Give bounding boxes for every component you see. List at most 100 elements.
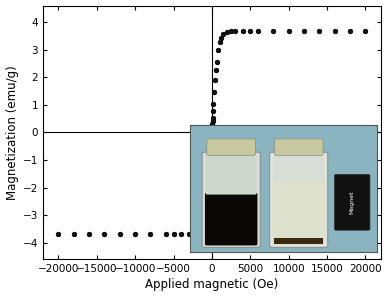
Point	[193, 231, 200, 236]
Point	[163, 231, 169, 236]
Point	[197, 229, 203, 233]
Point	[101, 231, 107, 236]
Point	[204, 200, 210, 205]
Point	[212, 78, 218, 83]
Point	[86, 231, 92, 236]
Point	[316, 29, 322, 34]
Point	[186, 231, 192, 236]
Point	[347, 29, 353, 34]
Point	[209, 130, 215, 135]
Point	[117, 231, 123, 236]
Point	[132, 231, 138, 236]
Point	[214, 60, 220, 64]
Point	[270, 29, 277, 34]
Point	[255, 29, 261, 34]
Point	[228, 29, 234, 34]
Point	[215, 48, 221, 52]
Point	[363, 29, 369, 34]
Point	[240, 29, 246, 34]
Point	[101, 231, 107, 236]
Point	[147, 231, 154, 236]
Point	[207, 171, 213, 176]
Point	[205, 192, 211, 197]
Y-axis label: Magnetization (emu/g): Magnetization (emu/g)	[5, 65, 19, 200]
Point	[178, 231, 184, 236]
Point	[205, 192, 211, 197]
Point	[215, 48, 221, 52]
Point	[210, 109, 216, 113]
Point	[209, 121, 216, 126]
Point	[170, 231, 177, 236]
Point	[286, 29, 292, 34]
Point	[55, 231, 61, 236]
Point	[209, 127, 215, 132]
Point	[247, 29, 253, 34]
Point	[207, 171, 213, 176]
Point	[209, 119, 216, 123]
Point	[247, 29, 253, 34]
Point	[186, 231, 192, 236]
Point	[209, 139, 215, 143]
Point	[197, 229, 203, 233]
Point	[86, 231, 92, 236]
Point	[224, 29, 230, 34]
Point	[214, 60, 220, 64]
Point	[216, 40, 223, 45]
Point	[201, 220, 207, 225]
Point	[209, 124, 216, 129]
Point	[203, 213, 209, 217]
Point	[363, 29, 369, 34]
Point	[201, 220, 207, 225]
Point	[189, 231, 196, 236]
Point	[208, 142, 214, 146]
Point	[204, 200, 210, 205]
Point	[332, 29, 338, 34]
Point	[209, 127, 215, 132]
Point	[210, 116, 216, 121]
Point	[240, 29, 246, 34]
Point	[55, 231, 61, 236]
Point	[209, 139, 215, 143]
Point	[132, 231, 138, 236]
Point	[209, 132, 215, 136]
X-axis label: Applied magnetic (Oe): Applied magnetic (Oe)	[145, 279, 279, 291]
Point	[207, 158, 214, 163]
Point	[212, 78, 218, 83]
Point	[208, 144, 214, 149]
Point	[211, 89, 217, 94]
Point	[232, 29, 238, 34]
Point	[178, 231, 184, 236]
Point	[232, 29, 238, 34]
Point	[301, 29, 307, 34]
Point	[332, 29, 338, 34]
Point	[270, 29, 277, 34]
Point	[208, 151, 214, 156]
Point	[200, 225, 206, 230]
Point	[216, 40, 223, 45]
Point	[255, 29, 261, 34]
Point	[210, 102, 217, 107]
Point	[228, 29, 234, 34]
Point	[209, 136, 215, 141]
Point	[203, 213, 209, 217]
Point	[210, 102, 217, 107]
Point	[316, 29, 322, 34]
Point	[209, 129, 215, 133]
Point	[218, 35, 224, 40]
Point	[207, 158, 214, 163]
Point	[210, 116, 216, 121]
Point	[213, 68, 219, 73]
Point	[286, 29, 292, 34]
Point	[147, 231, 154, 236]
Point	[170, 231, 177, 236]
Point	[210, 109, 216, 113]
Point	[117, 231, 123, 236]
Point	[347, 29, 353, 34]
Point	[211, 89, 217, 94]
Point	[218, 35, 224, 40]
Point	[209, 132, 215, 136]
Point	[208, 142, 214, 146]
Point	[206, 182, 212, 187]
Point	[208, 151, 214, 156]
Point	[163, 231, 169, 236]
